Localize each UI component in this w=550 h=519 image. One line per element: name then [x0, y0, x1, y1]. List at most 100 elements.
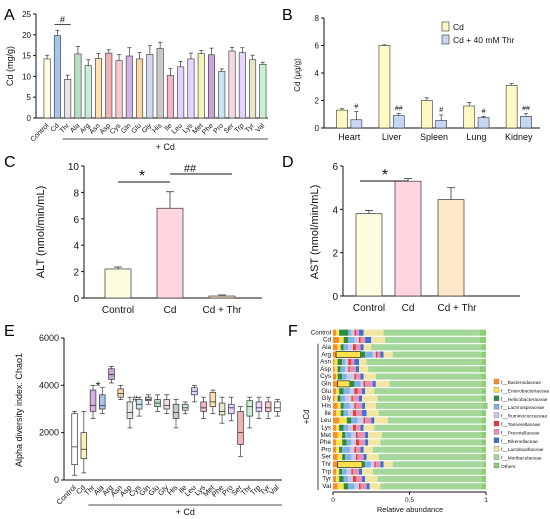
e-box [163, 399, 170, 410]
f-stack-segment [371, 461, 375, 468]
f-stack-segment [360, 351, 366, 358]
f-stack-segment [340, 366, 346, 373]
f-stack-segment [375, 373, 482, 380]
f-stack-segment [352, 468, 360, 475]
f-stack-segment [352, 475, 356, 483]
f-stack-segment [357, 432, 366, 439]
a-bar [95, 58, 102, 119]
f-stack-segment [337, 358, 343, 365]
f-stack-segment [349, 388, 355, 395]
a-y-axis-title: Cd (mg/g) [5, 46, 15, 86]
f-stack-segment [365, 336, 372, 344]
f-stack-segment [337, 395, 341, 402]
f-stack-segment [383, 329, 480, 336]
e-x-tick-label: Val [267, 483, 281, 497]
d-y-tick-label: 0 [332, 292, 338, 303]
f-stack-segment [371, 417, 375, 424]
f-legend-swatch [493, 404, 500, 410]
f-stack-segment [481, 446, 486, 453]
panel-label-d: D [282, 154, 294, 171]
b-legend-swatch [441, 21, 450, 32]
f-legend-swatch [493, 387, 500, 393]
f-legend-swatch [493, 378, 500, 385]
panel-label-a: A [4, 7, 15, 24]
f-stack-segment [342, 454, 346, 461]
f-stack-segment [368, 432, 382, 439]
f-stack-segment [336, 410, 341, 417]
e-box [71, 413, 78, 465]
f-stack-segment [374, 417, 389, 424]
f-stack-segment [481, 395, 486, 402]
f-stack-segment [337, 483, 344, 490]
f-stack-segment [362, 402, 366, 409]
f-stack-segment [333, 336, 340, 344]
f-legend-label: f__Muribaculaceae [501, 456, 542, 462]
f-stack-segment [346, 417, 352, 424]
e-significance-mark: # [132, 394, 137, 404]
a-bar [105, 52, 113, 119]
f-y-tick-label: Met [321, 432, 332, 439]
f-stack-segment [343, 344, 349, 351]
f-y-tick-label: Phe [320, 439, 332, 446]
f-stack-segment [336, 424, 340, 431]
b-bar [378, 45, 391, 129]
f-stack-segment [357, 388, 363, 395]
f-stack-segment [334, 358, 338, 365]
e-box [80, 432, 88, 460]
d-y-tick-label: 2 [332, 249, 338, 260]
f-stack-segment [333, 454, 338, 461]
f-stack-segment [342, 439, 347, 446]
c-bar [156, 207, 184, 299]
f-stack-segment [481, 417, 486, 424]
f-stack-segment [357, 417, 364, 424]
f-stack-segment [365, 439, 369, 446]
a-bar [156, 48, 164, 119]
e-y-tick-label: 2000 [39, 428, 59, 438]
f-stack-segment [333, 388, 337, 395]
f-stack-segment [355, 475, 363, 483]
f-legend-swatch [493, 454, 500, 460]
f-legend-label: f__Lactobacillaceae [501, 447, 544, 453]
f-stack-segment [481, 468, 486, 475]
f-stack-segment [343, 336, 349, 344]
f-stack-segment [375, 380, 390, 387]
b-legend-swatch [441, 34, 450, 45]
f-stack-segment [355, 344, 361, 351]
a-y-tick-label: 10 [22, 72, 31, 81]
f-stack-segment [374, 424, 482, 431]
f-legend-swatch [493, 446, 500, 452]
f-stack-segment [342, 468, 347, 475]
f-y-tick-label: Ile [324, 410, 331, 417]
a-x-tick-label: Control [30, 122, 51, 143]
b-x-tick-label: Liver [382, 132, 402, 142]
f-stack-segment [352, 395, 360, 402]
e-x-tick-label: Control [55, 483, 79, 507]
b-bar [421, 100, 433, 129]
f-stack-segment [380, 439, 482, 446]
a-bar [64, 79, 72, 119]
c-y-tick-label: 8 [73, 188, 79, 199]
f-stack-segment [479, 366, 486, 373]
f-stack-segment [334, 366, 338, 373]
e-box [89, 389, 97, 412]
f-stack-segment [351, 454, 356, 461]
f-y-tick-label: Glu [321, 388, 331, 395]
f-stack-segment [339, 417, 347, 424]
f-stack-segment [339, 468, 343, 475]
f-stack-segment [340, 410, 344, 417]
f-y-tick-label: Asn [320, 359, 331, 366]
f-y-tick-label: Leu [320, 417, 331, 424]
f-stack-segment [339, 388, 344, 395]
b-bar [463, 105, 476, 129]
f-stack-segment [380, 461, 384, 468]
b-bar [477, 117, 490, 129]
f-stack-segment [342, 446, 350, 453]
f-stack-segment [354, 329, 356, 336]
a-bar [146, 54, 154, 119]
f-legend-swatch [493, 420, 500, 427]
f-stack-segment [380, 351, 384, 358]
b-x-tick-label: Spleen [420, 132, 448, 142]
f-stack-segment [343, 475, 349, 483]
e-box [145, 396, 152, 402]
f-stack-segment [360, 336, 366, 344]
